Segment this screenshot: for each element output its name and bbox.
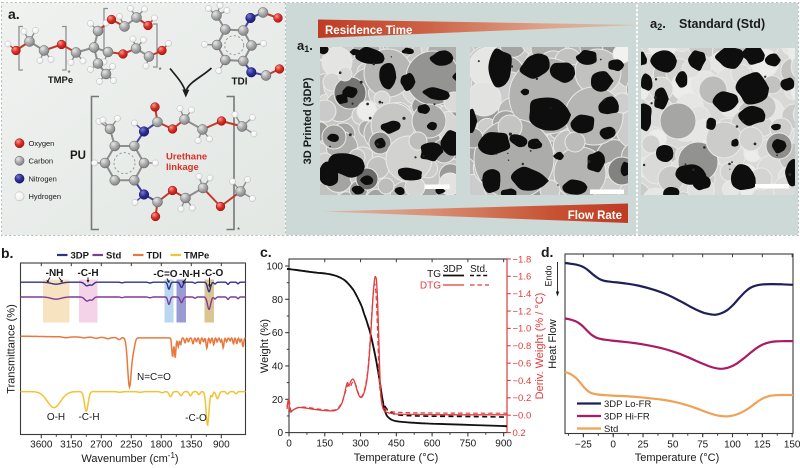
svg-text:Hydrogen: Hydrogen (29, 192, 62, 201)
svg-text:Std: Std (604, 424, 618, 435)
svg-text:3DP: 3DP (443, 264, 463, 275)
svg-text:3DP Lo-FR: 3DP Lo-FR (604, 399, 651, 410)
svg-text:75: 75 (697, 440, 709, 451)
svg-text:Wavenumber (cm-1): Wavenumber (cm-1) (81, 451, 178, 465)
svg-text:Endo: Endo (544, 265, 554, 286)
svg-text:900: 900 (213, 440, 230, 451)
svg-text:TMPe: TMPe (184, 251, 209, 262)
svg-text:O-H: O-H (47, 412, 65, 423)
svg-text:TDI: TDI (147, 251, 162, 262)
svg-text:*: * (159, 66, 162, 75)
svg-text:Nitrogen: Nitrogen (29, 174, 57, 183)
svg-text:−1.4: −1.4 (513, 289, 532, 300)
svg-text:100: 100 (266, 262, 283, 273)
svg-text:−0.0: −0.0 (513, 411, 532, 422)
svg-text:40: 40 (272, 361, 284, 372)
svg-text:−1.0: −1.0 (513, 324, 532, 335)
svg-text:−0.4: −0.4 (513, 376, 532, 387)
svg-text:linkage: linkage (166, 162, 199, 173)
svg-text:-N-H: -N-H (179, 269, 200, 280)
svg-text:a2.: a2. (650, 16, 666, 32)
svg-text:0: 0 (610, 440, 616, 451)
svg-text:3150: 3150 (60, 440, 83, 451)
svg-text:-C-O: -C-O (202, 268, 224, 279)
svg-text:TDI: TDI (231, 77, 247, 88)
svg-text:-C-H: -C-H (77, 268, 98, 279)
svg-text:TG: TG (427, 269, 441, 280)
svg-text:Temperature (°C): Temperature (°C) (354, 452, 438, 464)
svg-text:−0.6: −0.6 (513, 358, 532, 369)
svg-text:Temperature (°C): Temperature (°C) (635, 452, 719, 464)
svg-text:-NH: -NH (46, 268, 64, 279)
svg-text:2700: 2700 (90, 440, 113, 451)
svg-text:b.: b. (1, 245, 13, 261)
svg-text:-C-H: -C-H (78, 412, 99, 423)
svg-text:Standard (Std): Standard (Std) (679, 17, 765, 31)
svg-text:a.: a. (8, 6, 20, 22)
svg-text:−1.2: −1.2 (513, 306, 532, 317)
svg-text:−0.8: −0.8 (513, 341, 532, 352)
svg-text:150: 150 (784, 440, 800, 451)
svg-text:*: * (68, 69, 71, 78)
svg-text:c.: c. (260, 244, 272, 260)
svg-text:Flow Rate: Flow Rate (568, 210, 622, 222)
svg-text:Residence Time: Residence Time (325, 25, 412, 37)
svg-text:0: 0 (277, 428, 283, 439)
svg-text:3DP Hi-FR: 3DP Hi-FR (604, 412, 650, 423)
svg-text:25: 25 (637, 440, 649, 451)
svg-text:d.: d. (541, 244, 553, 260)
svg-text:TMPe: TMPe (48, 75, 73, 86)
svg-text:a1.: a1. (297, 38, 313, 54)
svg-text:20: 20 (272, 395, 284, 406)
svg-text:Oxygen: Oxygen (29, 139, 55, 148)
svg-text:2250: 2250 (120, 440, 143, 451)
svg-text:60: 60 (272, 328, 284, 339)
svg-text:3600: 3600 (30, 440, 53, 451)
svg-text:Std: Std (106, 251, 122, 262)
svg-text:-C=O: -C=O (153, 269, 177, 280)
svg-text:900: 900 (495, 439, 512, 450)
svg-text:Urethane: Urethane (166, 152, 207, 163)
svg-text:−1.8: −1.8 (513, 254, 532, 265)
svg-text:125: 125 (754, 440, 771, 451)
svg-text:DTG: DTG (420, 281, 441, 292)
svg-text:−25: −25 (575, 440, 592, 451)
svg-text:N=C=O: N=C=O (137, 372, 171, 383)
svg-text:1800: 1800 (150, 440, 173, 451)
svg-text:1350: 1350 (180, 440, 203, 451)
svg-text:-C-O: -C-O (185, 413, 207, 424)
svg-text:300: 300 (352, 439, 369, 450)
svg-text:PU: PU (70, 150, 86, 162)
svg-text:Carbon: Carbon (29, 157, 54, 166)
svg-text:3D Printed (3DP): 3D Printed (3DP) (302, 77, 314, 164)
svg-text:600: 600 (424, 439, 441, 450)
svg-text:Heat Flow: Heat Flow (547, 319, 559, 369)
svg-text:100: 100 (724, 440, 741, 451)
svg-text:750: 750 (460, 439, 477, 450)
svg-text:3DP: 3DP (71, 251, 90, 262)
svg-text:80: 80 (272, 295, 284, 306)
svg-text:−0.2: −0.2 (513, 393, 532, 404)
svg-text:0.2: 0.2 (513, 428, 526, 439)
svg-text:450: 450 (388, 439, 405, 450)
svg-text:Std.: Std. (470, 264, 488, 275)
svg-text:0: 0 (286, 439, 292, 450)
svg-text:Weight (%): Weight (%) (259, 319, 271, 373)
svg-text:Transmittance (%): Transmittance (%) (6, 304, 18, 393)
svg-text:−1.6: −1.6 (513, 272, 532, 283)
svg-text:Deriv. Weight (% / °C): Deriv. Weight (% / °C) (534, 293, 546, 400)
svg-text:*: * (237, 226, 240, 235)
svg-text:50: 50 (667, 440, 679, 451)
svg-text:150: 150 (316, 439, 333, 450)
